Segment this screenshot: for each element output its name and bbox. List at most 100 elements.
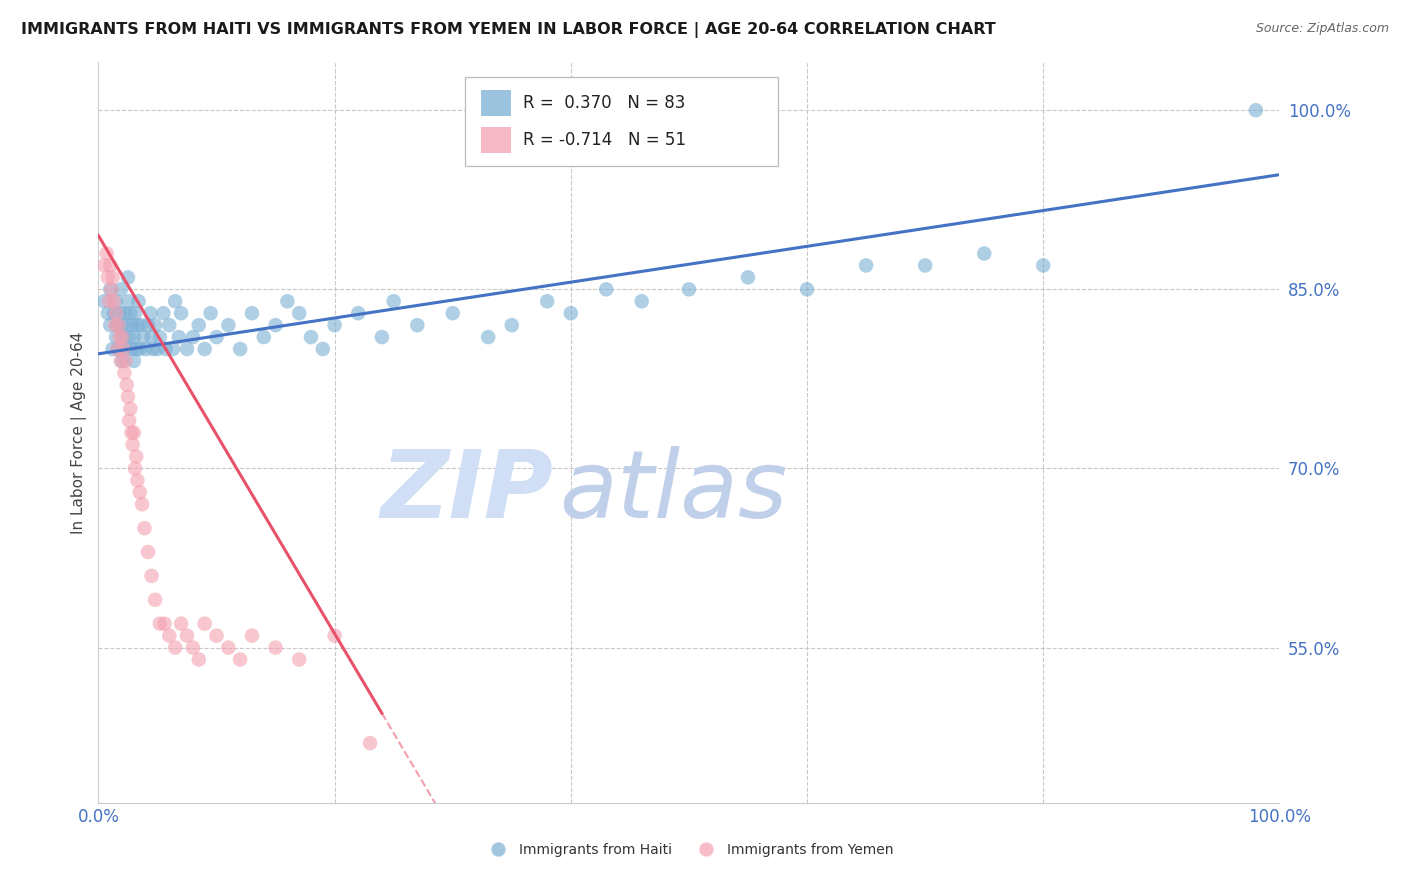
Point <box>128 294 150 309</box>
Point <box>796 282 818 296</box>
Point <box>176 629 198 643</box>
Point <box>108 330 131 344</box>
Point <box>111 354 134 368</box>
Point <box>108 306 131 320</box>
Point <box>107 342 129 356</box>
Point <box>347 306 370 320</box>
Point <box>97 270 120 285</box>
Point <box>501 318 523 333</box>
Point <box>406 318 429 333</box>
Point <box>162 342 184 356</box>
Point <box>194 342 217 356</box>
FancyBboxPatch shape <box>481 90 512 116</box>
Point <box>122 330 145 344</box>
FancyBboxPatch shape <box>481 128 512 153</box>
Point <box>121 425 143 440</box>
Point <box>914 259 936 273</box>
Text: ZIP: ZIP <box>380 446 553 538</box>
Point <box>477 330 499 344</box>
Point <box>229 652 252 666</box>
Point <box>124 461 146 475</box>
Point <box>98 259 121 273</box>
Point <box>167 330 190 344</box>
Point <box>142 342 165 356</box>
Point <box>973 246 995 260</box>
Point <box>127 474 149 488</box>
Point <box>125 342 148 356</box>
Text: R = -0.714   N = 51: R = -0.714 N = 51 <box>523 131 686 149</box>
Point <box>288 306 311 320</box>
Point <box>112 306 135 320</box>
Point <box>117 270 139 285</box>
Point <box>737 270 759 285</box>
Point <box>205 629 228 643</box>
Point <box>132 330 155 344</box>
Point <box>157 629 180 643</box>
FancyBboxPatch shape <box>464 78 778 166</box>
Point <box>187 318 209 333</box>
Point <box>157 318 180 333</box>
Point <box>441 306 464 320</box>
Point <box>121 342 143 356</box>
Point <box>124 306 146 320</box>
Point <box>205 330 228 344</box>
Point <box>312 342 335 356</box>
Point <box>96 246 118 260</box>
Point <box>105 306 128 320</box>
Point <box>1244 103 1267 118</box>
Point <box>114 342 136 356</box>
Point <box>253 330 276 344</box>
Point <box>93 294 115 309</box>
Point <box>134 521 156 535</box>
Point <box>141 569 163 583</box>
Point <box>217 318 239 333</box>
Point <box>98 282 121 296</box>
Point <box>536 294 558 309</box>
Point <box>152 306 174 320</box>
Point <box>111 330 134 344</box>
Point <box>181 640 204 655</box>
Point <box>181 330 204 344</box>
Point <box>149 616 172 631</box>
Point <box>323 629 346 643</box>
Point <box>120 306 142 320</box>
Point <box>97 306 120 320</box>
Point <box>101 270 124 285</box>
Point <box>170 616 193 631</box>
Point <box>155 342 177 356</box>
Point <box>112 342 135 356</box>
Point <box>217 640 239 655</box>
Point <box>129 318 152 333</box>
Point <box>128 485 150 500</box>
Point <box>165 294 187 309</box>
Point <box>141 330 163 344</box>
Point <box>135 342 157 356</box>
Point <box>121 318 143 333</box>
Point <box>143 318 166 333</box>
Point <box>143 592 166 607</box>
Point <box>98 318 121 333</box>
Point <box>105 318 128 333</box>
Point <box>117 294 139 309</box>
Point <box>678 282 700 296</box>
Point <box>121 437 143 451</box>
Point <box>111 318 134 333</box>
Point <box>122 354 145 368</box>
Point <box>125 450 148 464</box>
Point <box>560 306 582 320</box>
Point <box>153 616 176 631</box>
Point <box>371 330 394 344</box>
Point <box>105 342 128 356</box>
Point <box>128 342 150 356</box>
Point <box>229 342 252 356</box>
Point <box>176 342 198 356</box>
Point <box>110 354 132 368</box>
Point <box>103 306 125 320</box>
Point <box>146 342 169 356</box>
Point <box>359 736 381 750</box>
Point <box>136 318 159 333</box>
Point <box>120 401 142 416</box>
Point <box>103 294 125 309</box>
Point <box>100 282 122 296</box>
Point <box>595 282 617 296</box>
